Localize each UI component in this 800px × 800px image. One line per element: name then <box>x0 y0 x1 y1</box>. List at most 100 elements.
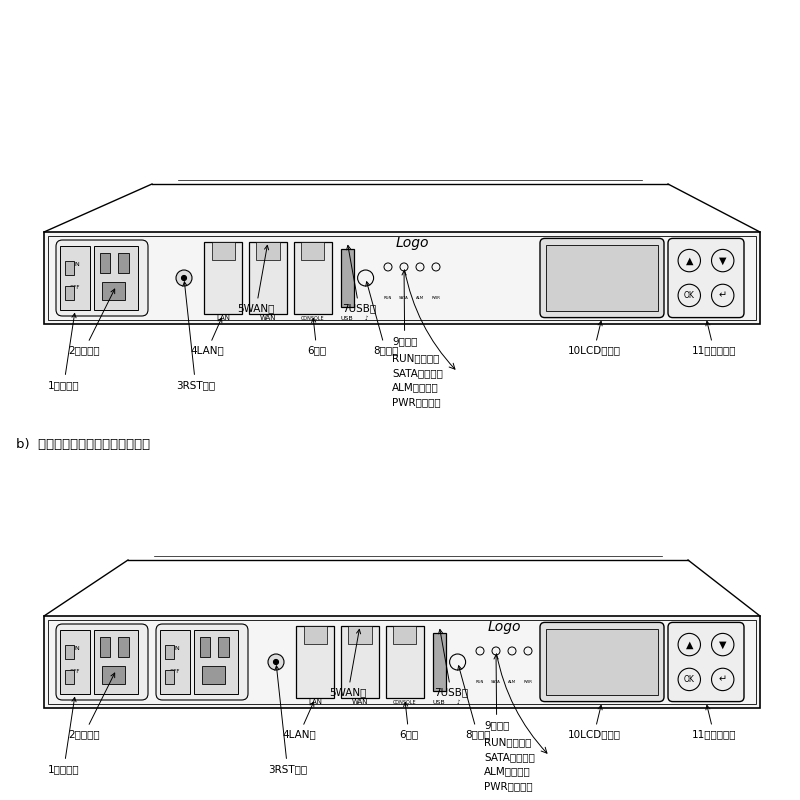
Bar <box>44 232 760 324</box>
FancyBboxPatch shape <box>540 238 664 318</box>
Text: 3RST复位: 3RST复位 <box>268 666 307 774</box>
FancyBboxPatch shape <box>668 622 744 702</box>
FancyBboxPatch shape <box>56 624 148 700</box>
Text: WAN: WAN <box>352 699 368 705</box>
Bar <box>433 633 446 691</box>
Text: 11显示屏按键: 11显示屏按键 <box>692 322 736 355</box>
Text: OK: OK <box>684 675 694 684</box>
Bar <box>296 626 334 698</box>
Bar <box>44 616 760 708</box>
Bar <box>165 645 174 659</box>
Text: 1电源开关: 1电源开关 <box>48 314 80 390</box>
Text: 7USB口: 7USB口 <box>342 246 376 314</box>
Text: 3RST复位: 3RST复位 <box>176 282 215 390</box>
Text: LAN: LAN <box>216 314 230 321</box>
Text: ▼: ▼ <box>719 255 726 266</box>
Text: 10LCD显示屏: 10LCD显示屏 <box>567 322 621 355</box>
Text: RUN：运行灯: RUN：运行灯 <box>392 354 439 363</box>
Text: 2电源插口: 2电源插口 <box>68 289 114 355</box>
Text: 2电源插口: 2电源插口 <box>68 673 114 739</box>
Bar <box>394 626 416 644</box>
Text: SATA：硬盘灯: SATA：硬盘灯 <box>392 368 443 378</box>
Bar <box>546 245 658 311</box>
Text: OK: OK <box>684 291 694 300</box>
Bar <box>202 666 225 684</box>
Text: ♪: ♪ <box>457 700 460 705</box>
Bar <box>65 645 74 659</box>
Text: WAN: WAN <box>260 314 276 321</box>
Bar <box>102 666 125 684</box>
Bar <box>218 637 229 657</box>
Bar <box>65 670 74 684</box>
Text: 9指示灯: 9指示灯 <box>484 655 510 730</box>
Bar <box>294 242 332 314</box>
Text: 4LAN口: 4LAN口 <box>190 318 224 355</box>
Bar <box>212 242 234 260</box>
Circle shape <box>176 270 192 286</box>
Text: ON: ON <box>70 646 80 650</box>
Text: ALM：报警灯: ALM：报警灯 <box>392 382 438 393</box>
FancyBboxPatch shape <box>156 624 248 700</box>
Text: PWR: PWR <box>523 680 533 684</box>
Text: CONSOLE: CONSOLE <box>301 316 325 321</box>
Bar <box>100 637 110 657</box>
Bar <box>100 253 110 273</box>
FancyBboxPatch shape <box>540 622 664 702</box>
Text: 5WAN口: 5WAN口 <box>330 630 366 698</box>
Bar <box>60 246 90 310</box>
Text: SATA: SATA <box>399 296 409 300</box>
Text: ▲: ▲ <box>686 255 693 266</box>
Bar <box>118 253 129 273</box>
Text: 5WAN口: 5WAN口 <box>238 246 274 314</box>
Bar <box>118 637 129 657</box>
Text: 8音频口: 8音频口 <box>458 666 490 739</box>
Text: ▲: ▲ <box>686 639 693 650</box>
Bar <box>94 246 138 310</box>
Text: RUN: RUN <box>384 296 392 300</box>
Text: 11显示屏按键: 11显示屏按键 <box>692 706 736 739</box>
Text: USB: USB <box>341 316 354 321</box>
Text: ALM: ALM <box>508 680 516 684</box>
Bar <box>48 236 756 320</box>
Text: PWR: PWR <box>431 296 441 300</box>
Bar <box>48 620 756 704</box>
Text: SATA：硬盘灯: SATA：硬盘灯 <box>484 752 535 762</box>
Text: OFF: OFF <box>70 285 81 290</box>
Bar <box>304 626 326 644</box>
Bar <box>65 286 74 300</box>
Circle shape <box>268 654 284 670</box>
Text: ▼: ▼ <box>719 639 726 650</box>
FancyBboxPatch shape <box>56 240 148 316</box>
Bar <box>386 626 424 698</box>
Text: ↵: ↵ <box>718 290 726 301</box>
Text: SATA: SATA <box>491 680 501 684</box>
Bar <box>94 630 138 694</box>
Bar <box>349 626 371 644</box>
Text: 9指示灯: 9指示灯 <box>392 271 418 346</box>
Text: ↵: ↵ <box>718 674 726 685</box>
FancyBboxPatch shape <box>668 238 744 318</box>
Text: PWR：电源灯: PWR：电源灯 <box>484 781 533 790</box>
Text: b)  面板正面接口如下（双电源）：: b) 面板正面接口如下（双电源）： <box>16 438 150 450</box>
Text: 4LAN口: 4LAN口 <box>282 702 316 739</box>
Text: Logo: Logo <box>395 236 429 250</box>
Text: RUN：运行灯: RUN：运行灯 <box>484 738 531 747</box>
Bar <box>60 630 90 694</box>
Text: 6串口: 6串口 <box>307 318 326 355</box>
Bar <box>65 261 74 275</box>
Text: 8音频口: 8音频口 <box>366 282 398 355</box>
Bar <box>165 670 174 684</box>
Bar <box>160 630 190 694</box>
Bar <box>204 242 242 314</box>
Text: 1电源开关: 1电源开关 <box>48 698 80 774</box>
Text: 10LCD显示屏: 10LCD显示屏 <box>567 706 621 739</box>
Text: ALM：报警灯: ALM：报警灯 <box>484 766 530 776</box>
Circle shape <box>274 659 278 664</box>
Text: ON: ON <box>170 646 180 650</box>
Bar <box>200 637 210 657</box>
Bar <box>341 249 354 307</box>
Text: ♪: ♪ <box>365 316 368 321</box>
Text: RUN: RUN <box>476 680 484 684</box>
Text: 7USB口: 7USB口 <box>434 630 468 698</box>
Text: OFF: OFF <box>70 669 81 674</box>
